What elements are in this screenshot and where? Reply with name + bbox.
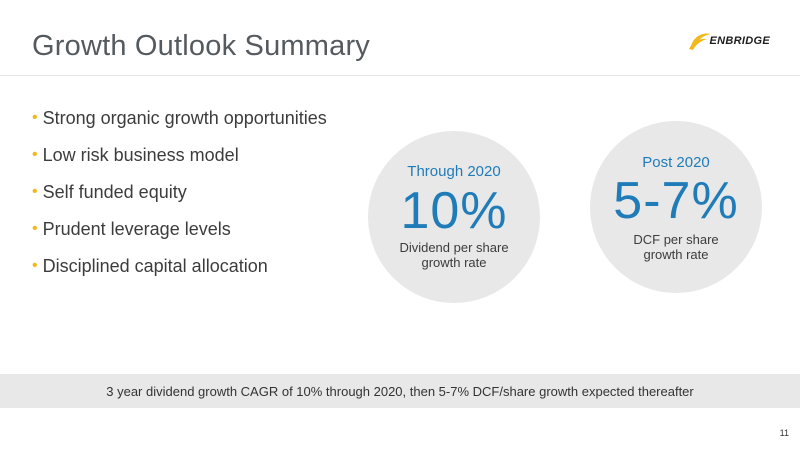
bullet-text: Low risk business model — [42, 145, 239, 165]
summary-banner: 3 year dividend growth CAGR of 10% throu… — [0, 374, 800, 408]
bullet-text: Strong organic growth opportunities — [42, 108, 327, 128]
company-logo: ENBRIDGE — [687, 30, 770, 52]
title-divider — [0, 75, 800, 76]
bullet-list: • Strong organic growth opportunities • … — [32, 106, 327, 291]
bullet-dot: • — [32, 257, 38, 274]
callout-period: Post 2020 — [642, 154, 710, 171]
callout-description: DCF per share growth rate — [590, 232, 762, 262]
bullet-dot: • — [32, 183, 38, 200]
dcf-growth-callout: Post 2020 5-7% DCF per share growth rate — [590, 121, 762, 293]
bullet-text: Prudent leverage levels — [42, 219, 231, 239]
enbridge-swoosh-icon — [688, 33, 711, 50]
bullet-item: • Low risk business model — [32, 143, 327, 180]
bullet-item: • Strong organic growth opportunities — [32, 106, 327, 143]
callout-value: 10% — [400, 182, 508, 240]
callout-description-line: Dividend per share — [399, 240, 509, 255]
logo-wordmark: ENBRIDGE — [709, 35, 770, 47]
callout-description-line: growth rate — [643, 247, 709, 262]
bullet-item: • Self funded equity — [32, 180, 327, 217]
dividend-growth-callout: Through 2020 10% Dividend per share grow… — [368, 131, 540, 303]
bullet-item: • Disciplined capital allocation — [32, 254, 327, 291]
callout-description-line: DCF per share — [633, 232, 719, 247]
bullet-text: Self funded equity — [42, 182, 187, 202]
callout-value: 5-7% — [613, 172, 739, 230]
callout-period: Through 2020 — [407, 163, 501, 180]
bullet-dot: • — [32, 146, 38, 163]
summary-banner-text: 3 year dividend growth CAGR of 10% throu… — [106, 383, 694, 399]
callout-description: Dividend per share growth rate — [368, 240, 540, 270]
bullet-item: • Prudent leverage levels — [32, 217, 327, 254]
callout-description-line: growth rate — [421, 255, 487, 270]
bullet-dot: • — [32, 220, 38, 237]
slide-title: Growth Outlook Summary — [32, 30, 370, 62]
bullet-text: Disciplined capital allocation — [42, 256, 268, 276]
bullet-dot: • — [32, 109, 38, 126]
page-number: 11 — [779, 428, 789, 438]
